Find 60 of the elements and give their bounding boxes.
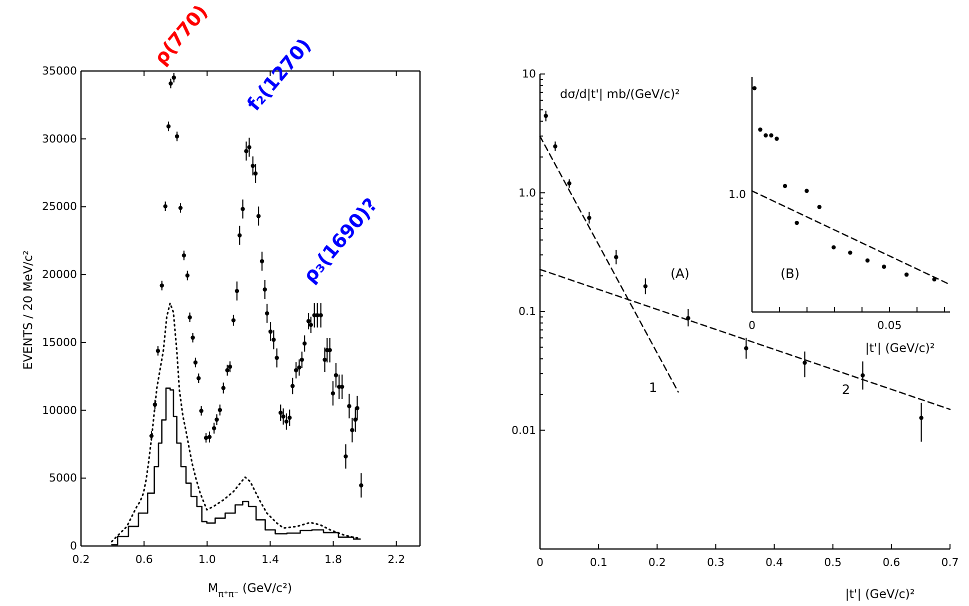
y-tick-label: 1.0 [518,186,536,200]
point [904,272,909,277]
x-axis-title: |t'| (GeV/c)² [865,341,935,355]
x-tick-label: 1.0 [198,552,216,566]
point [794,220,799,226]
point [744,346,748,350]
y-tick-label: 0 [70,540,77,553]
point [860,373,865,378]
x-tick-label: 0.4 [766,556,784,569]
y-tick-label: 15000 [42,336,77,349]
y-tick-label: 0.01 [512,424,536,437]
x-tick-label: 0.1 [590,556,608,569]
x-axis-title: M$_{π⁺π⁻}$ (GeV/c²) [208,581,292,600]
y-tick-label: 10000 [42,404,77,417]
y-tick-label: 10 [522,68,536,81]
y-tick-label: 30000 [42,132,77,146]
point [865,258,870,263]
x-tick-label: 0.2 [72,552,90,566]
annotation: 1.0 [728,188,746,201]
y-tick-label: 20000 [42,268,77,282]
point [882,264,886,269]
x-tick-label: 2.2 [388,552,406,566]
point [774,136,779,141]
point [848,250,852,255]
point [587,216,592,220]
x-tick-label: 0.2 [648,556,666,569]
point [764,133,768,138]
y-axis-title: dσ/d|t'| mb/(GeV/c)² [560,87,680,101]
x-tick-label: 1.8 [324,552,342,566]
y-tick-label: 0.1 [518,305,536,318]
point [804,188,809,194]
x-tick-label: 0.6 [135,552,153,566]
annotation: 1 [648,381,658,396]
annotation: (B) [780,267,800,282]
point [553,144,558,148]
point [919,416,924,420]
point [567,181,572,186]
x-tick-label: 0.05 [877,318,902,332]
y-tick-label: 35000 [42,64,77,78]
point [802,360,807,365]
y-tick-label: 5000 [49,472,77,485]
annotation: 2 [842,383,850,398]
x-tick-label: 0.7 [941,556,959,569]
point [832,245,836,250]
point [643,284,648,288]
point [782,184,788,188]
point [817,204,822,210]
x-tick-label: 0.3 [706,556,724,569]
point [614,255,618,260]
x-tick-label: 0.6 [882,556,900,569]
y-tick-label: 25000 [42,200,77,214]
x-tick-label: 0.5 [824,556,842,569]
point [769,133,774,138]
x-axis-title: |t'| (GeV/c)² [845,587,915,601]
point [758,127,762,132]
annotation: (A) [670,267,690,282]
x-tick-label: 1.4 [261,552,279,566]
point [752,86,757,90]
point [544,114,548,118]
y-axis-title: EVENTS / 20 MeV/c² [21,250,35,370]
